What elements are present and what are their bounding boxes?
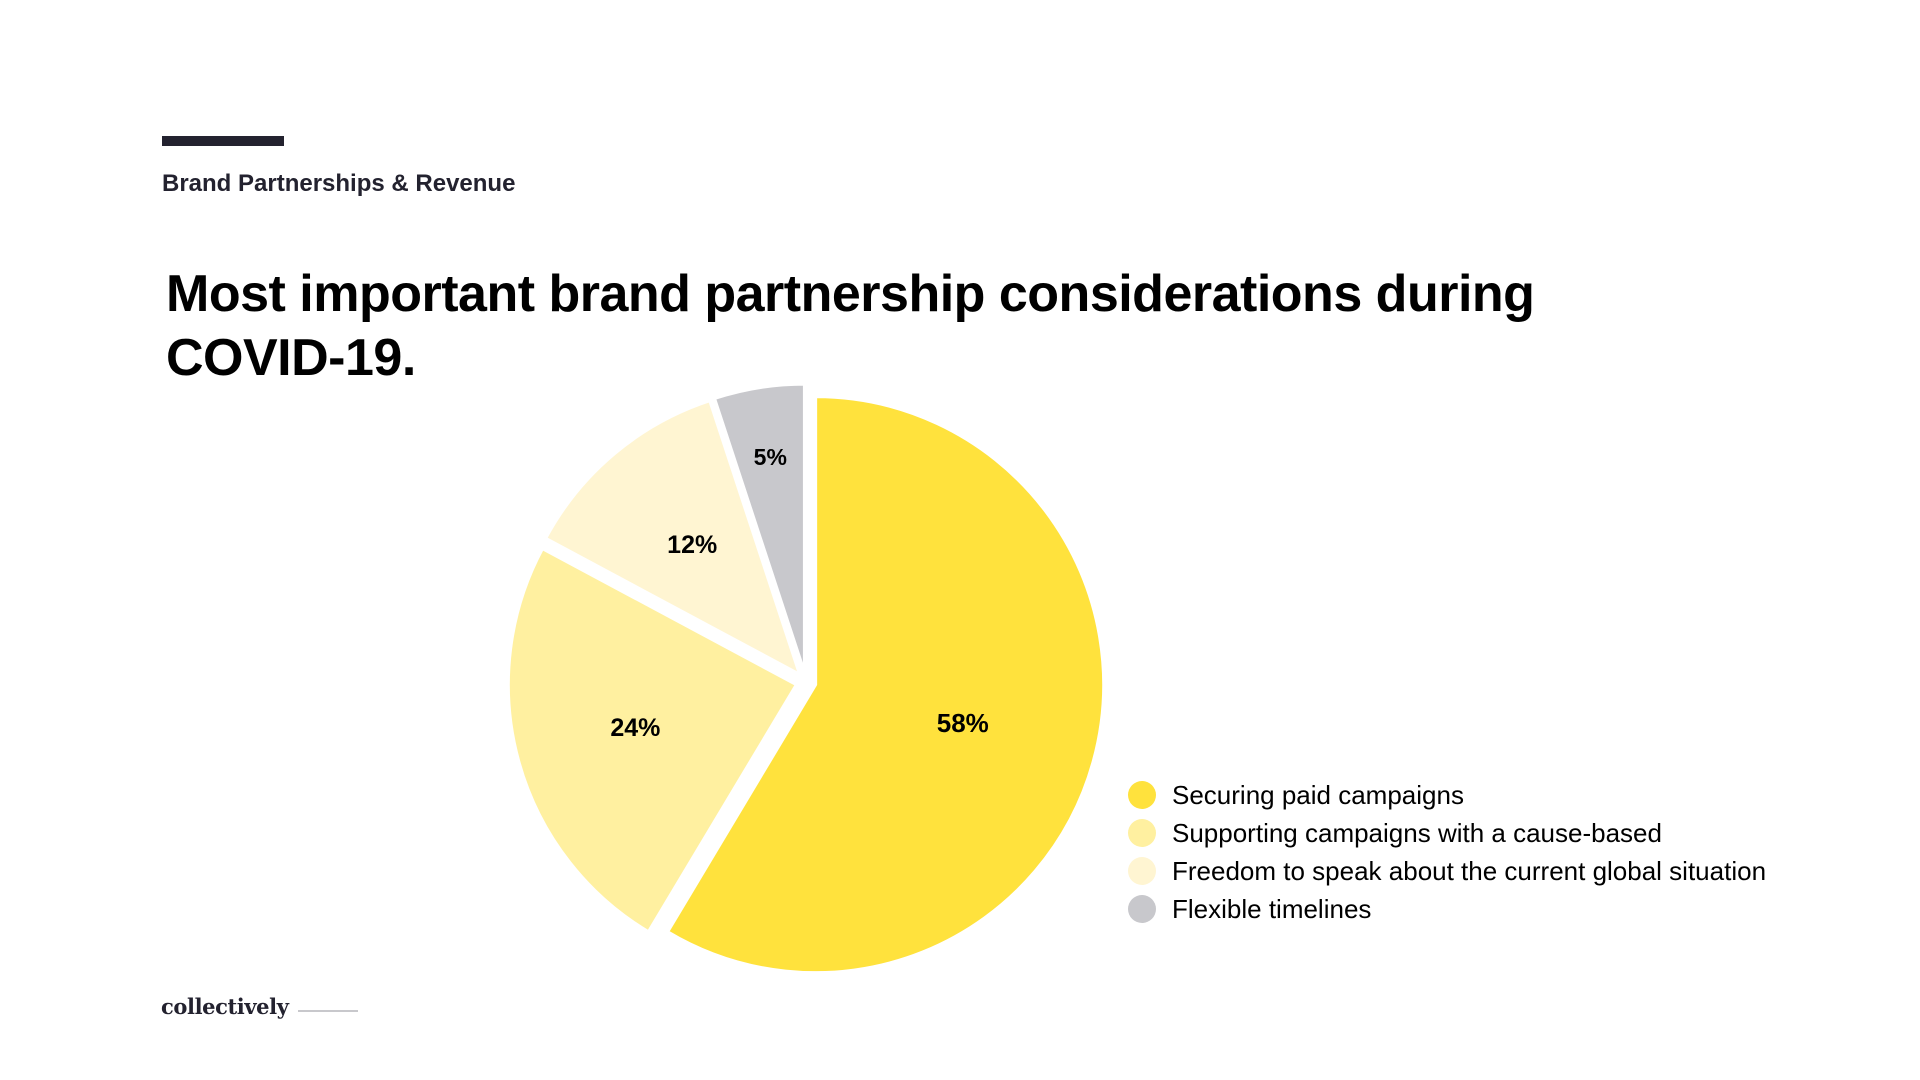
pie-slice-1: [666, 395, 1106, 975]
legend-item-3: Freedom to speak about the current globa…: [1128, 852, 1766, 890]
legend-swatch-4: [1128, 895, 1156, 923]
legend-swatch-1: [1128, 781, 1156, 809]
pie-slice-2: [506, 547, 798, 934]
slice-value-label-4: 5%: [754, 444, 787, 470]
legend-item-1: Securing paid campaigns: [1128, 776, 1766, 814]
legend-label-2: Supporting campaigns with a cause-based: [1172, 817, 1662, 848]
section-label: Brand Partnerships & Revenue: [162, 170, 516, 197]
pie-slice-labels: 58% 24% 12% 5%: [610, 444, 988, 742]
pie-slices: [506, 382, 1106, 975]
brand-logo: collectively: [161, 994, 289, 1019]
legend-label-4: Flexible timelines: [1172, 893, 1372, 924]
legend-label-3: Freedom to speak about the current globa…: [1172, 855, 1767, 886]
legend-label-1: Securing paid campaigns: [1172, 779, 1464, 810]
section-accent-bar: [162, 136, 284, 146]
legend-item-4: Flexible timelines: [1128, 890, 1766, 928]
slice-value-label-3: 12%: [667, 531, 717, 559]
footer-divider: [298, 1010, 358, 1012]
slice-value-label-1: 58%: [937, 708, 989, 738]
slice-value-label-2: 24%: [610, 714, 660, 742]
pie-slice-3: [544, 399, 802, 676]
chart-title: Most important brand partnership conside…: [166, 265, 1535, 387]
legend-swatch-2: [1128, 819, 1156, 847]
chart-legend: Securing paid campaigns Supporting campai…: [1128, 776, 1766, 928]
legend-swatch-3: [1128, 857, 1156, 885]
pie-slice-4: [713, 382, 806, 674]
legend-item-2: Supporting campaigns with a cause-based: [1128, 814, 1766, 852]
